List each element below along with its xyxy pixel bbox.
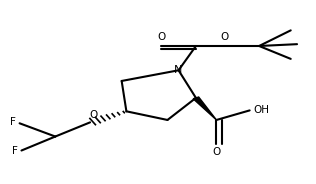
Text: O: O [157, 32, 165, 42]
Text: N: N [174, 65, 183, 75]
Text: O: O [220, 32, 228, 42]
Text: F: F [12, 146, 17, 155]
Polygon shape [193, 97, 216, 120]
Text: OH: OH [254, 105, 270, 115]
Text: O: O [212, 147, 221, 157]
Text: O: O [89, 110, 97, 120]
Text: F: F [10, 117, 15, 127]
